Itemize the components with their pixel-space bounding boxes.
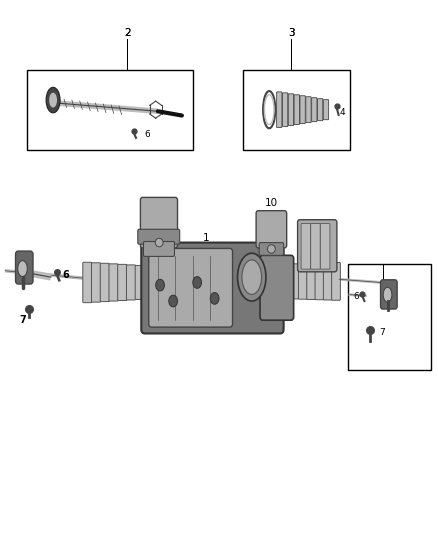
FancyBboxPatch shape [312, 98, 317, 122]
Ellipse shape [242, 260, 261, 294]
Bar [348, 264, 431, 370]
FancyBboxPatch shape [283, 93, 288, 126]
FancyBboxPatch shape [290, 264, 299, 299]
Ellipse shape [155, 238, 163, 247]
FancyBboxPatch shape [144, 241, 174, 256]
FancyBboxPatch shape [320, 223, 330, 269]
FancyBboxPatch shape [149, 248, 233, 327]
FancyBboxPatch shape [307, 263, 315, 300]
FancyBboxPatch shape [127, 265, 136, 300]
Ellipse shape [46, 87, 60, 113]
Ellipse shape [383, 287, 392, 302]
Text: 4: 4 [340, 108, 346, 117]
FancyBboxPatch shape [15, 251, 33, 284]
Ellipse shape [18, 261, 27, 277]
Ellipse shape [268, 245, 276, 253]
FancyBboxPatch shape [277, 92, 282, 127]
Text: 6: 6 [145, 130, 151, 139]
FancyBboxPatch shape [297, 220, 337, 272]
FancyBboxPatch shape [323, 263, 332, 300]
Text: 2: 2 [124, 28, 131, 38]
FancyBboxPatch shape [288, 94, 293, 126]
FancyBboxPatch shape [83, 262, 92, 303]
Ellipse shape [237, 253, 266, 301]
FancyBboxPatch shape [332, 263, 340, 300]
Bar [27, 70, 193, 150]
Bar [243, 70, 350, 150]
Text: 7: 7 [379, 328, 385, 337]
FancyBboxPatch shape [260, 255, 293, 320]
FancyBboxPatch shape [138, 229, 180, 244]
FancyBboxPatch shape [300, 96, 305, 124]
FancyBboxPatch shape [109, 264, 118, 301]
Text: 11: 11 [312, 219, 325, 229]
FancyBboxPatch shape [100, 263, 110, 302]
Text: 10: 10 [265, 198, 278, 208]
Ellipse shape [210, 293, 219, 304]
FancyBboxPatch shape [318, 99, 323, 120]
FancyBboxPatch shape [118, 264, 127, 301]
FancyBboxPatch shape [306, 96, 311, 123]
Text: 6: 6 [353, 292, 359, 301]
Text: 7: 7 [19, 314, 26, 325]
FancyBboxPatch shape [141, 243, 284, 334]
Ellipse shape [193, 277, 201, 288]
Text: 6: 6 [63, 270, 70, 280]
FancyBboxPatch shape [323, 100, 328, 120]
FancyBboxPatch shape [311, 223, 320, 269]
FancyBboxPatch shape [294, 95, 300, 125]
Text: 2: 2 [124, 28, 131, 38]
FancyBboxPatch shape [301, 223, 311, 269]
Text: 3: 3 [288, 28, 294, 38]
Ellipse shape [49, 93, 57, 108]
Text: 3: 3 [288, 28, 294, 38]
FancyBboxPatch shape [256, 211, 287, 248]
FancyBboxPatch shape [92, 263, 101, 302]
Ellipse shape [169, 295, 177, 307]
FancyBboxPatch shape [135, 265, 145, 300]
FancyBboxPatch shape [259, 243, 284, 255]
Text: 5: 5 [379, 295, 386, 305]
FancyBboxPatch shape [315, 263, 324, 300]
Text: 1: 1 [203, 232, 209, 243]
FancyBboxPatch shape [141, 197, 177, 248]
Text: 9: 9 [156, 206, 162, 216]
Ellipse shape [155, 279, 164, 291]
FancyBboxPatch shape [381, 280, 397, 309]
FancyBboxPatch shape [298, 264, 307, 299]
